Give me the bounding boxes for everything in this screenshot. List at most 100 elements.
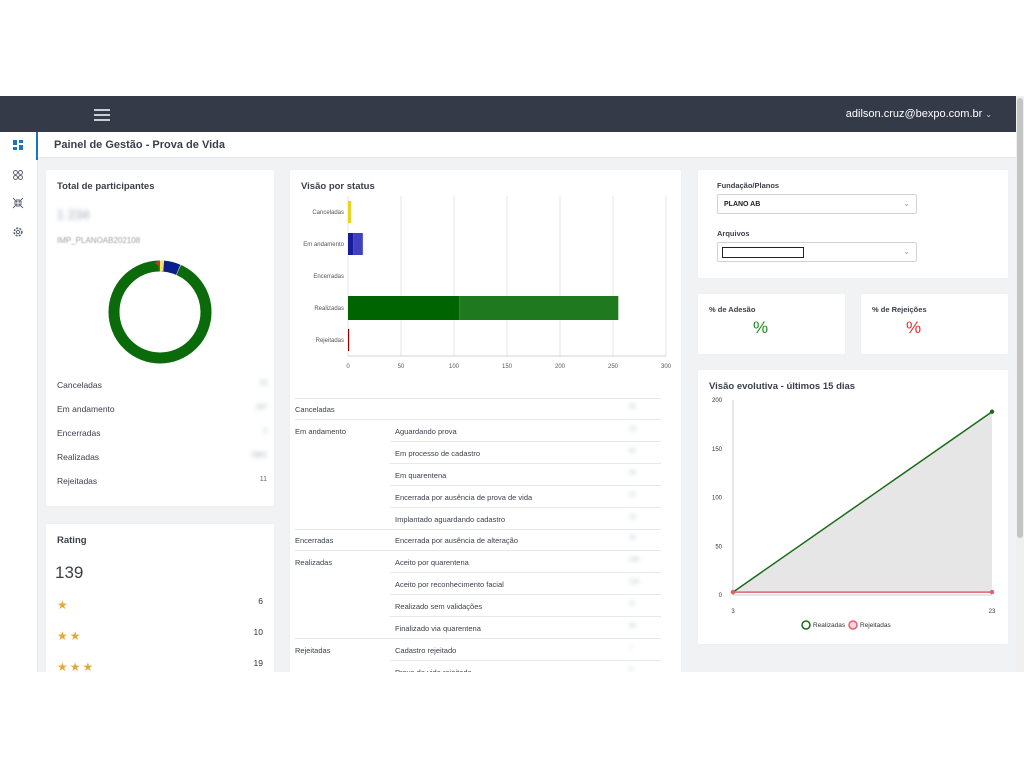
user-menu[interactable]: adilson.cruz@bexpo.com.br ⌄ bbox=[846, 108, 992, 120]
x-tick-label: 100 bbox=[449, 364, 460, 370]
table-detail-cell: Realizado sem validações bbox=[395, 602, 483, 612]
rating-count-2: 10 bbox=[253, 627, 263, 637]
card-rating: Rating 139 ★ 6 ★★ 10 ★★★ 19 bbox=[46, 524, 274, 672]
point-rejeitadas[interactable] bbox=[730, 589, 736, 595]
row-divider bbox=[390, 506, 661, 508]
page-title-bar: Painel de Gestão - Prova de Vida bbox=[38, 132, 1016, 158]
status-donut-chart bbox=[108, 260, 212, 364]
table-value-cell: 21 bbox=[629, 491, 636, 498]
legend-marker-realizadas[interactable] bbox=[801, 620, 811, 630]
scrollbar-thumb[interactable] bbox=[1017, 98, 1023, 538]
row-divider bbox=[390, 659, 661, 661]
donut-slice-realizadas[interactable] bbox=[108, 260, 212, 364]
rejeicoes-label: % de Rejeições bbox=[872, 305, 927, 314]
donut-slice-rejeitadas[interactable] bbox=[108, 260, 212, 364]
status-label: Canceladas bbox=[57, 380, 102, 390]
page-title: Painel de Gestão - Prova de Vida bbox=[54, 139, 225, 151]
status-bar-chart: 0 50 100 150 200 250 300 Canceladas Em andamento… bbox=[303, 196, 672, 370]
table-value-cell: 4 bbox=[629, 666, 633, 672]
line-realizadas bbox=[732, 411, 993, 593]
x-tick-label: 3 bbox=[731, 609, 735, 615]
adesao-label: % de Adesão bbox=[709, 305, 756, 314]
arquivos-select[interactable]: ⌄ bbox=[717, 242, 917, 262]
row-divider bbox=[295, 638, 661, 639]
x-tick-label: 0 bbox=[346, 364, 350, 370]
table-value-cell: 35 bbox=[629, 404, 636, 410]
legend-label-realizadas[interactable]: Realizadas bbox=[813, 622, 846, 629]
nav-dashboard[interactable] bbox=[0, 132, 38, 160]
table-detail-cell: Cadastro rejeitado bbox=[395, 645, 457, 655]
table-value-cell: 15 bbox=[629, 513, 636, 520]
status-table-row: Prova de vida rejeitada 4 bbox=[295, 661, 661, 672]
y-tick-label: Encerradas bbox=[313, 274, 344, 280]
adesao-value: % bbox=[753, 318, 769, 337]
compress-icon bbox=[12, 197, 24, 209]
table-group-cell: Encerradas bbox=[295, 536, 334, 546]
bar-em-andamento-segment-1[interactable] bbox=[348, 233, 354, 255]
chevron-down-icon: ⌄ bbox=[903, 247, 910, 256]
nav-people[interactable] bbox=[0, 162, 38, 190]
rating-count-3: 19 bbox=[253, 658, 263, 668]
people-icon bbox=[13, 170, 23, 180]
card-visao-status: Visão por status 0 50 100 150 200 250 300 Cance… bbox=[290, 170, 681, 672]
x-tick-label: 300 bbox=[661, 364, 672, 370]
status-row-canceladas: Canceladas 13 bbox=[57, 380, 267, 390]
status-table-row: Canceladas 35 bbox=[295, 398, 661, 420]
bar-realizadas-segment-2[interactable] bbox=[459, 296, 619, 320]
arquivos-value-box bbox=[722, 247, 804, 258]
user-email: adilson.cruz@bexpo.com.br bbox=[845, 108, 983, 120]
row-divider bbox=[295, 550, 661, 552]
table-group-cell: Realizadas bbox=[295, 558, 333, 568]
y-tick-label: 100 bbox=[712, 496, 723, 502]
status-table-row: Encerradas Encerrada por ausência de alte… bbox=[295, 529, 661, 552]
table-detail-cell: Aceito por reconhecimento facial bbox=[395, 580, 504, 590]
card-total-participantes: Total de participantes 1 234 IMP_PLANOAB… bbox=[46, 170, 274, 506]
bar-canceladas-segment-1[interactable] bbox=[348, 201, 352, 223]
hamburger-icon[interactable] bbox=[94, 109, 110, 121]
nav-compress[interactable] bbox=[0, 190, 38, 218]
fundacao-select[interactable]: PLANO AB ⌄ bbox=[717, 194, 917, 214]
card-visao-evolutiva: Visão evolutiva - últimos 15 dias 0 50 100… bbox=[698, 370, 1008, 644]
y-tick-label: 150 bbox=[712, 447, 723, 453]
card-adesao: % de Adesão % bbox=[698, 294, 845, 354]
nav-settings[interactable] bbox=[0, 219, 38, 247]
row-divider bbox=[295, 398, 661, 399]
fundacao-value: PLANO AB bbox=[724, 201, 761, 208]
rating-stars-3: ★★★ bbox=[57, 660, 96, 672]
rejeicoes-value: % bbox=[906, 318, 922, 337]
status-count: 13 bbox=[259, 380, 267, 387]
chevron-down-icon: ⌄ bbox=[985, 110, 992, 119]
status-label: Encerradas bbox=[57, 428, 101, 438]
rating-stars-2: ★★ bbox=[57, 629, 83, 643]
point-rejeitadas[interactable] bbox=[989, 589, 995, 595]
status-count: 2881 bbox=[251, 452, 267, 459]
point-realizadas[interactable] bbox=[989, 409, 995, 414]
plan-code: IMP_PLANOAB202108 bbox=[57, 236, 141, 245]
card-filters: Fundação/Planos PLANO AB ⌄ Arquivos ⌄ bbox=[698, 170, 1008, 278]
legend-marker-rejeitadas[interactable] bbox=[848, 620, 858, 630]
status-table-row: Em quarentena 16 bbox=[295, 464, 661, 486]
table-value-cell: 37 bbox=[629, 601, 636, 608]
page-scrollbar[interactable] bbox=[1016, 96, 1024, 672]
legend-label-rejeitadas[interactable]: Rejeitadas bbox=[860, 622, 891, 629]
status-count: 11 bbox=[259, 476, 267, 483]
total-value: 1 234 bbox=[57, 207, 90, 222]
rating-count-1: 6 bbox=[258, 596, 263, 606]
table-group-cell: Rejeitadas bbox=[295, 645, 331, 655]
status-table-row: Em processo de cadastro 42 bbox=[295, 442, 661, 464]
bar-rejeitadas-segment-1[interactable] bbox=[348, 329, 350, 351]
visao-evolutiva-title: Visão evolutiva - últimos 15 dias bbox=[709, 381, 856, 392]
status-table-row: Encerrada por ausência de prova de vida 2… bbox=[295, 486, 661, 508]
evolution-line-chart: 0 50 100 150 200 3 23 Realizadas Rejeitadas bbox=[712, 398, 996, 630]
table-value-cell: 148 bbox=[629, 557, 640, 564]
row-divider bbox=[295, 419, 661, 420]
rating-title: Rating bbox=[57, 535, 87, 546]
table-detail-cell: Implantado aguardando cadastro bbox=[395, 514, 506, 524]
bar-em-andamento-segment-2[interactable] bbox=[353, 233, 363, 255]
table-detail-cell: Aceito por quarentena bbox=[395, 558, 469, 568]
table-value-cell: 125 bbox=[629, 579, 640, 586]
bar-realizadas-segment-1[interactable] bbox=[348, 296, 460, 320]
y-tick-label: 50 bbox=[715, 544, 722, 550]
status-label: Realizadas bbox=[57, 452, 100, 462]
app-frame: adilson.cruz@bexpo.com.br ⌄ bbox=[0, 96, 1024, 672]
